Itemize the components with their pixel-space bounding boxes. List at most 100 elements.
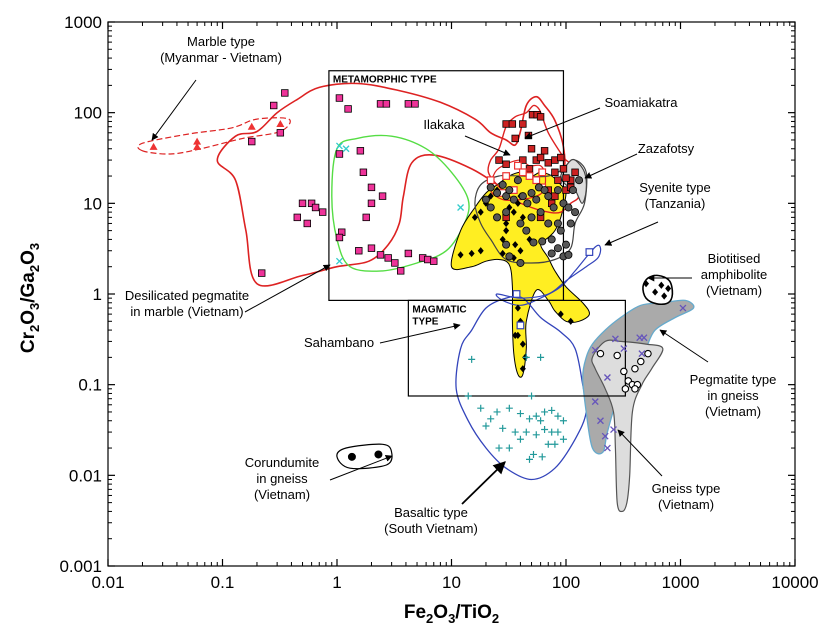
- annotation-line: Marble type: [187, 34, 255, 49]
- basaltic-type-point: [495, 444, 503, 452]
- basaltic-type-point: [559, 435, 567, 443]
- corundumite-series: [347, 450, 383, 461]
- sahambano-point: [468, 249, 475, 258]
- soamiakatra-point: [527, 145, 536, 153]
- basaltic-type-point: [537, 353, 545, 361]
- annotation-line: (Tanzania): [645, 196, 706, 211]
- soamiakatra-point: [508, 120, 517, 128]
- soamiakatra-point: [502, 160, 510, 168]
- annotation-line: Soamiakatra: [605, 95, 679, 110]
- annotation-label: Ilakaka: [423, 117, 465, 132]
- zazafotsy-point: [516, 219, 525, 228]
- basaltic-type-point: [477, 404, 485, 412]
- basaltic-type-point: [487, 415, 495, 423]
- annotation-line: Sahambano: [304, 335, 374, 350]
- annotation-arrow: [329, 455, 393, 481]
- annotation-label: Biotitised amphibolite (Vietnam): [701, 251, 768, 298]
- biotitised-amphibolite-point: [658, 281, 665, 289]
- annotation-line: Biotitised: [708, 251, 761, 266]
- annotation-line: (Vietnam): [705, 404, 761, 419]
- marble-envelope-region: [137, 117, 291, 155]
- soamiakatra-point: [495, 156, 503, 164]
- y-tick-label: 0.01: [69, 466, 102, 485]
- zazafotsy-point: [481, 195, 490, 204]
- annotation-line: amphibolite: [701, 267, 768, 282]
- box-label-line: METAMORPHIC TYPE: [333, 75, 437, 86]
- gneiss-type-point: [613, 351, 621, 360]
- zazafotsy-point: [540, 186, 549, 195]
- zazafotsy-point: [527, 189, 536, 198]
- desilicated-pegmatite-series: [248, 89, 438, 277]
- gneiss-type-series: [596, 349, 652, 393]
- y-tick-label: 10: [83, 194, 102, 213]
- soamiakatra-point: [540, 147, 549, 155]
- annotation-line: Basaltic type: [394, 505, 468, 520]
- annotations: Marble type (Myanmar - Vietnam) Soamiakatr…: [125, 34, 777, 536]
- zazafotsy-point: [505, 252, 514, 261]
- zazafotsy-point: [516, 258, 525, 267]
- desilicated-pegmatite-point: [318, 208, 327, 216]
- desilicated-pegmatite-point: [356, 147, 365, 155]
- gneiss-type-point: [631, 364, 639, 373]
- zazafotsy-point: [562, 240, 571, 249]
- annotation-line: in gneiss: [707, 388, 759, 403]
- pegmatite-gneiss-point: [638, 350, 646, 358]
- gneiss-type-point: [631, 385, 639, 393]
- desilicated-pegmatite-point: [424, 255, 432, 264]
- annotation-line: (Vietnam): [254, 487, 310, 502]
- basaltic-type-point: [541, 426, 549, 434]
- corundumite-point: [347, 452, 356, 461]
- desilicated-pegmatite-point: [293, 213, 301, 222]
- annotation-arrow: [151, 79, 197, 141]
- y-axis-title: Cr2O3/Ga2O3: [18, 243, 42, 353]
- annotation-label: Zazafotsy: [638, 141, 695, 156]
- soamiakatra-point: [571, 168, 579, 176]
- pegmatite-gneiss-point: [679, 304, 687, 312]
- biotitised-amphibolite-point: [652, 288, 659, 296]
- desilicated-pegmatite-point: [359, 168, 368, 176]
- annotation-arrow: [604, 221, 659, 246]
- ilakaka-point: [538, 168, 547, 177]
- marble-type-point: [276, 119, 285, 127]
- pegmatite-gneiss-point: [611, 335, 619, 343]
- pegmatite-gneiss-point: [640, 334, 648, 342]
- annotation-line: (Vietnam): [706, 283, 762, 298]
- annotation-label: Corundumite in gneiss (Vietnam): [245, 455, 319, 502]
- zazafotsy-series: [481, 176, 584, 267]
- syenite-type-series: [512, 248, 594, 330]
- sahambano-point: [512, 241, 519, 249]
- sahambano-point: [503, 219, 510, 228]
- sahambano-point: [517, 247, 524, 255]
- corundumite-envelope-region: [336, 443, 393, 470]
- gneiss-type-point: [620, 367, 628, 376]
- desilicated-pegmatite-point: [430, 257, 438, 265]
- x-tick-label: 10: [442, 573, 461, 592]
- desilicated-pegmatite-point: [276, 129, 285, 137]
- gneiss-envelope-region: [591, 339, 664, 513]
- annotation-label: Soamiakatra: [605, 95, 679, 110]
- zazafotsy-point: [493, 213, 502, 222]
- box-label-line: TYPE: [412, 316, 438, 327]
- biotitised-amphibolite-point: [665, 284, 672, 293]
- annotation-arrow: [244, 264, 331, 313]
- marble-type-point: [149, 142, 158, 150]
- zazafotsy-point: [518, 192, 527, 201]
- zazafotsy-point: [547, 235, 556, 244]
- desilicated-pegmatite-cross-series: [335, 142, 465, 265]
- annotation-line: Desilicated pegmatite: [125, 288, 249, 303]
- pegmatite-gneiss-point: [603, 374, 611, 381]
- zazafotsy-point: [556, 226, 565, 235]
- sahambano-point: [499, 249, 506, 258]
- basaltic-type-point: [528, 392, 536, 400]
- box-label-line: MAGMATIC: [412, 304, 466, 315]
- zazafotsy-point: [523, 199, 532, 208]
- basaltic-type-point: [516, 410, 524, 418]
- biotitised-amphibolite-point: [643, 280, 650, 288]
- desilicated-pegmatite-point: [384, 254, 392, 262]
- desilicated-pegmatite-cross-point: [457, 204, 465, 211]
- desilicated-pegmatite-cross-point: [335, 142, 343, 150]
- zazafotsy-point: [538, 237, 547, 246]
- basaltic-type-point: [532, 431, 540, 439]
- axis-ticks: 0.01 0.1 1 10 100 1000 100000.0010.010.1110100…: [18, 13, 819, 626]
- sahambano-point: [519, 365, 526, 373]
